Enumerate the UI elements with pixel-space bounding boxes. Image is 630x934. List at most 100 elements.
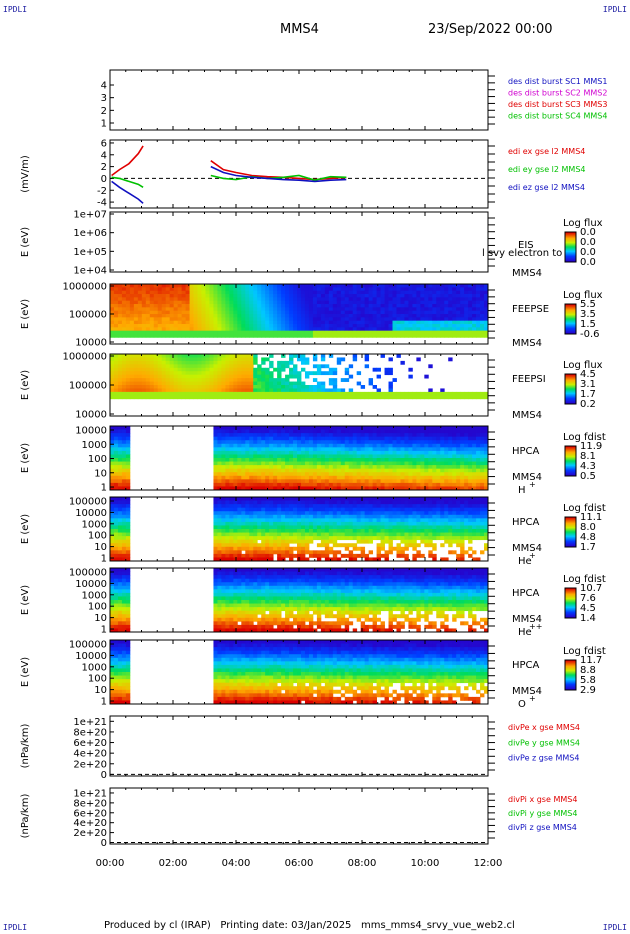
spectrogram-cell [241, 443, 246, 448]
spectrogram-cell [368, 395, 374, 400]
spectrogram-cell [249, 391, 254, 396]
spectrogram-cell [440, 395, 445, 400]
spectrogram-cell [300, 354, 306, 358]
spectrogram-cell [121, 472, 127, 477]
spectrogram-cell [125, 450, 131, 455]
colorbar-cell [565, 471, 576, 473]
spectrogram-cell [484, 458, 489, 462]
spectrogram-cell [428, 395, 433, 400]
spectrogram-cell [312, 429, 318, 434]
spectrogram-cell [285, 539, 290, 544]
spectrogram-cell [253, 320, 258, 325]
spectrogram-cell [484, 327, 489, 332]
spectrogram-cell [205, 357, 210, 362]
spectrogram-cell [277, 364, 282, 369]
spectrogram-cell [320, 357, 326, 362]
spectrogram-cell [217, 330, 222, 335]
spectrogram-cell [428, 479, 433, 484]
spectrogram-cell [229, 482, 234, 487]
spectrogram-cell [225, 374, 230, 379]
spectrogram-cell [300, 468, 306, 473]
spectrogram-cell [328, 290, 334, 295]
spectrogram-cell [304, 388, 310, 393]
spectrogram-cell [289, 300, 294, 305]
spectrogram-cell [336, 454, 342, 459]
spectrogram-cell [380, 450, 385, 455]
spectrogram-cell [113, 447, 119, 452]
spectrogram-cell [117, 511, 123, 516]
spectrogram-cell [133, 364, 139, 369]
spectrogram-cell [233, 304, 238, 308]
spectrogram-cell [277, 294, 282, 298]
spectrogram-cell [340, 507, 346, 512]
spectrogram-cell [308, 284, 314, 288]
spectrogram-cell [348, 324, 354, 328]
spectrogram-cell [281, 539, 286, 544]
spectrogram-cell [308, 385, 314, 389]
spectrogram-cell [229, 550, 234, 555]
spectrogram-cell [440, 330, 445, 335]
spectrogram-cell [181, 334, 186, 338]
spectrogram-cell [137, 391, 143, 396]
spectrogram-cell [121, 475, 127, 480]
spectrogram-cell [265, 429, 270, 434]
spectrogram-cell [241, 454, 246, 459]
spectrogram-cell [316, 468, 322, 473]
spectrogram-cell [241, 327, 246, 332]
spectrogram-cell [265, 385, 270, 389]
spectrogram-cell [277, 553, 282, 558]
spectrogram-cell [328, 297, 334, 302]
spectrogram-cell [308, 521, 314, 526]
spectrogram-cell [161, 334, 167, 338]
spectrogram-cell [312, 443, 318, 448]
spectrogram-cell [125, 518, 131, 523]
spectrogram-cell [113, 320, 119, 325]
spectrogram-cell [372, 454, 377, 459]
spectrogram-cell [157, 354, 163, 358]
spectrogram-cell [125, 364, 131, 369]
spectrogram-cell [121, 300, 127, 305]
spectrogram-cell [372, 284, 377, 288]
spectrogram-cell [201, 395, 206, 400]
spectrogram-cell [257, 454, 262, 459]
spectrogram-cell [229, 304, 234, 308]
spectrogram-cell [332, 482, 338, 487]
spectrogram-cell [213, 426, 218, 430]
spectrogram-cell [360, 297, 366, 302]
spectrogram-cell [332, 371, 338, 376]
spectrogram-cell [297, 391, 302, 396]
spectrogram-cell [209, 314, 214, 318]
spectrogram-cell [440, 314, 445, 318]
spectrogram-cell [432, 465, 437, 470]
spectrogram-cell [229, 324, 234, 328]
spectrogram-cell [193, 314, 198, 318]
spectrogram-cell [229, 360, 234, 365]
spectrogram-cell [265, 436, 270, 441]
spectrogram-cell [312, 529, 318, 533]
spectrogram-cell [161, 324, 167, 328]
spectrogram-cell [408, 468, 413, 473]
spectrogram-cell [261, 486, 266, 491]
spectrogram-cell [297, 518, 302, 523]
spectrogram-cell [261, 521, 266, 526]
spectrogram-cell [293, 461, 298, 466]
spectrogram-cell [336, 290, 342, 295]
spectrogram-cell [344, 294, 350, 298]
spectrogram-cell [245, 458, 250, 462]
spectrogram-cell [177, 381, 183, 386]
spectrogram-cell [328, 429, 334, 434]
spectrogram-cell [364, 461, 370, 466]
spectrogram-cell [241, 468, 246, 473]
spectrogram-cell [484, 330, 489, 335]
spectrogram-cell [392, 486, 397, 491]
spectrogram-cell [460, 287, 465, 292]
spectrogram-cell [297, 511, 302, 516]
spectrogram-cell [320, 334, 326, 338]
spectrogram-cell [185, 300, 190, 305]
spectrogram-cell [169, 307, 175, 312]
spectrogram-cell [328, 468, 334, 473]
spectrogram-cell [304, 443, 310, 448]
spectrogram-cell [233, 290, 238, 295]
colorbar-frame [564, 303, 577, 335]
spectrogram-cell [428, 304, 433, 308]
